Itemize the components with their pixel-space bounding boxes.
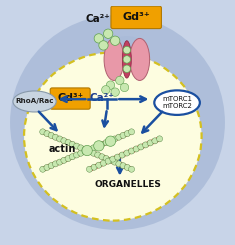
Circle shape — [133, 146, 139, 152]
Circle shape — [112, 136, 118, 142]
Circle shape — [65, 156, 71, 162]
Ellipse shape — [10, 15, 225, 230]
Text: Ca²⁺: Ca²⁺ — [85, 13, 110, 24]
Ellipse shape — [108, 36, 145, 60]
Circle shape — [103, 156, 109, 162]
Circle shape — [152, 138, 158, 144]
Circle shape — [105, 158, 111, 164]
Circle shape — [107, 157, 114, 163]
FancyBboxPatch shape — [50, 88, 90, 109]
Circle shape — [99, 154, 105, 160]
Circle shape — [112, 159, 118, 165]
Text: Gd³⁺: Gd³⁺ — [122, 12, 150, 22]
Circle shape — [74, 152, 80, 158]
Circle shape — [102, 86, 110, 94]
Circle shape — [78, 150, 84, 156]
Circle shape — [142, 142, 149, 148]
Circle shape — [114, 154, 121, 160]
Circle shape — [40, 166, 46, 172]
Circle shape — [57, 136, 63, 142]
Ellipse shape — [13, 91, 56, 112]
Circle shape — [120, 163, 126, 169]
Circle shape — [44, 131, 50, 137]
Circle shape — [44, 164, 50, 171]
Circle shape — [105, 136, 116, 146]
Circle shape — [120, 83, 129, 92]
Circle shape — [110, 36, 120, 45]
Ellipse shape — [104, 38, 124, 80]
Circle shape — [52, 161, 59, 167]
Circle shape — [91, 164, 97, 170]
Text: RhoA/Rac: RhoA/Rac — [15, 98, 54, 104]
Circle shape — [52, 134, 59, 140]
Circle shape — [99, 141, 105, 147]
Circle shape — [116, 161, 122, 167]
Circle shape — [57, 159, 63, 165]
Circle shape — [129, 129, 135, 135]
Circle shape — [111, 88, 119, 96]
Circle shape — [124, 150, 130, 156]
Circle shape — [157, 136, 163, 142]
Circle shape — [138, 144, 144, 150]
Text: mTORC1
mTORC2: mTORC1 mTORC2 — [162, 96, 192, 110]
Circle shape — [147, 140, 153, 146]
Ellipse shape — [24, 52, 202, 221]
Circle shape — [82, 145, 92, 156]
Circle shape — [116, 76, 124, 85]
Circle shape — [95, 143, 101, 149]
Circle shape — [82, 147, 88, 153]
Circle shape — [94, 141, 104, 151]
Circle shape — [124, 131, 130, 137]
Circle shape — [129, 166, 135, 172]
Circle shape — [103, 139, 109, 146]
Text: actin: actin — [49, 144, 76, 154]
Circle shape — [95, 152, 101, 158]
Circle shape — [106, 81, 115, 89]
Circle shape — [100, 160, 106, 166]
Circle shape — [86, 148, 92, 154]
Circle shape — [119, 152, 125, 158]
Circle shape — [74, 143, 80, 149]
Circle shape — [78, 145, 84, 151]
Circle shape — [107, 138, 114, 144]
Circle shape — [103, 29, 113, 38]
Circle shape — [40, 129, 46, 135]
Circle shape — [69, 141, 75, 147]
Ellipse shape — [154, 90, 200, 115]
Text: ORGANELLES: ORGANELLES — [94, 180, 161, 189]
Text: Ca²⁺: Ca²⁺ — [90, 93, 115, 103]
Circle shape — [99, 41, 108, 50]
Circle shape — [116, 134, 122, 140]
Circle shape — [82, 148, 88, 154]
Circle shape — [110, 156, 116, 162]
Circle shape — [94, 34, 103, 43]
Circle shape — [48, 163, 54, 169]
Circle shape — [61, 138, 67, 144]
Circle shape — [123, 46, 131, 54]
Circle shape — [86, 166, 93, 172]
Circle shape — [69, 154, 75, 160]
Circle shape — [86, 147, 92, 153]
Circle shape — [123, 65, 131, 73]
Circle shape — [129, 148, 135, 154]
Circle shape — [48, 132, 54, 138]
Circle shape — [90, 150, 97, 156]
Text: Gd³⁺: Gd³⁺ — [57, 93, 83, 103]
Circle shape — [123, 56, 131, 63]
Ellipse shape — [122, 41, 131, 78]
Circle shape — [61, 157, 67, 163]
Ellipse shape — [130, 38, 150, 80]
Circle shape — [124, 164, 130, 171]
Circle shape — [90, 145, 97, 151]
Circle shape — [65, 139, 71, 146]
Circle shape — [96, 162, 102, 168]
Circle shape — [120, 132, 126, 138]
FancyBboxPatch shape — [111, 6, 161, 29]
